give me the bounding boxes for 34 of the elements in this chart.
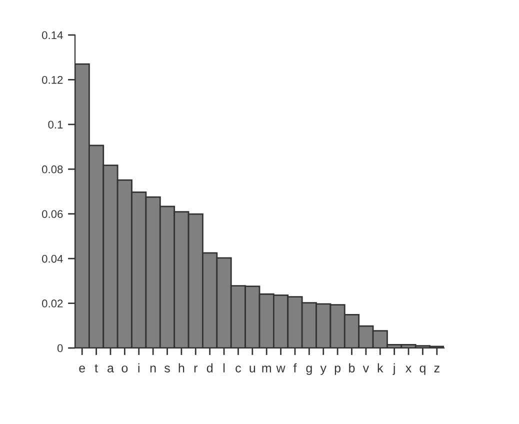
x-tick-label: i	[138, 363, 140, 372]
x-tick-label: m	[262, 366, 271, 372]
x-tick-label: w	[276, 366, 286, 372]
y-tick-label: 0.02	[42, 300, 63, 308]
x-tick-label: a	[108, 366, 114, 372]
x-tick-label: g	[306, 366, 312, 375]
y-tick-label: 0	[57, 344, 63, 352]
x-tick-label: c	[236, 366, 242, 372]
x-tick-label: p	[334, 366, 341, 375]
y-tick-label: 0.04	[42, 254, 63, 263]
y-tick-label: 0.1	[48, 120, 63, 129]
x-tick-label: l	[223, 363, 225, 372]
x-tick-label: t	[94, 364, 98, 372]
x-tick-label: u	[250, 366, 256, 372]
x-tick-label: z	[434, 366, 440, 372]
x-tick-label: q	[420, 366, 426, 375]
x-tick-label: v	[362, 366, 370, 372]
x-tick-label: e	[79, 366, 86, 372]
x-tick-label: k	[378, 363, 384, 372]
x-tick-label: n	[150, 366, 156, 372]
x-tick-label: o	[122, 366, 128, 372]
x-tick-label: x	[406, 366, 412, 372]
x-tick-label: d	[206, 363, 212, 372]
x-tick-label: j	[392, 363, 395, 375]
y-tick-label: 0.12	[42, 76, 63, 84]
x-tick-label: s	[164, 366, 170, 372]
y-tick-label: 0.08	[42, 165, 63, 174]
x-tick-label: y	[320, 366, 326, 375]
y-tick-label: 0.14	[42, 31, 63, 40]
y-tick-label: 0.06	[42, 210, 63, 218]
x-tick-label: r	[194, 366, 198, 372]
x-tick-label: b	[349, 363, 355, 372]
x-tick-label: h	[178, 363, 184, 372]
x-tick-label: f	[293, 363, 297, 372]
